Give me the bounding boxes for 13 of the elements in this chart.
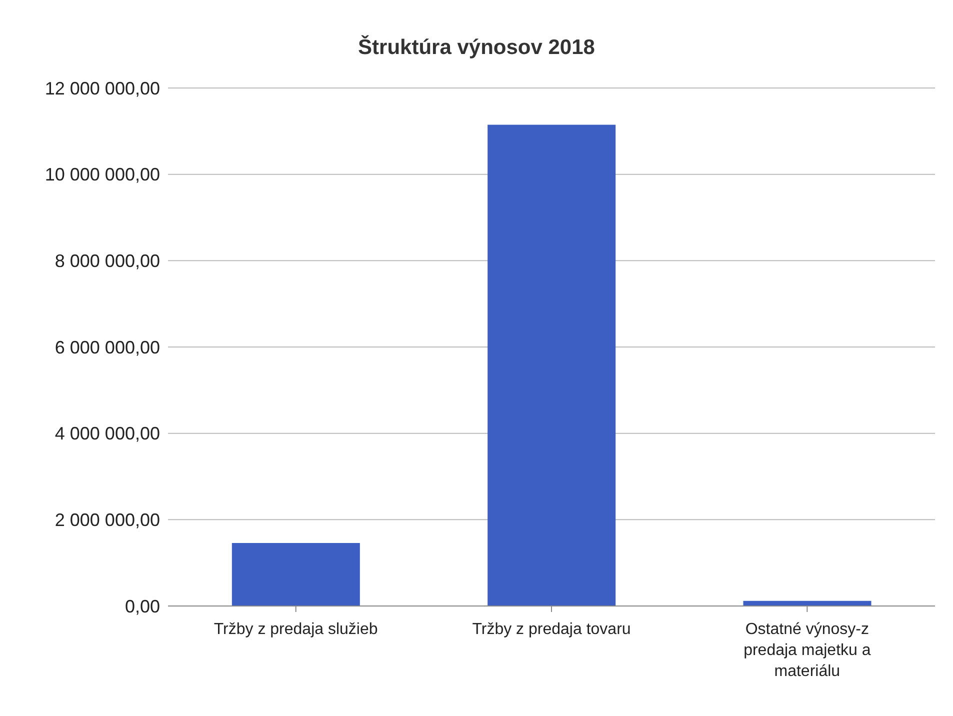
y-tick-label: 6 000 000,00: [54, 337, 160, 358]
y-tick-label: 8 000 000,00: [54, 251, 160, 272]
x-tick-label: Ostatné výnosy-z predaja majetku a materiálu: [744, 621, 871, 680]
y-tick-label: 2 000 000,00: [54, 510, 160, 530]
y-tick-label: 0,00: [124, 596, 160, 616]
y-tick-label: 4 000 000,00: [54, 424, 160, 444]
bar: [488, 124, 616, 606]
bar: [232, 542, 360, 606]
x-tick-label: Tržby z predaja služieb: [214, 621, 378, 638]
chart-title: Štruktúra výnosov 2018: [357, 34, 596, 61]
y-tick-label: 12 000 000,00: [44, 78, 160, 98]
x-tick-label: Tržby z predaja tovaru: [472, 621, 631, 638]
y-tick-label: 10 000 000,00: [44, 164, 160, 185]
